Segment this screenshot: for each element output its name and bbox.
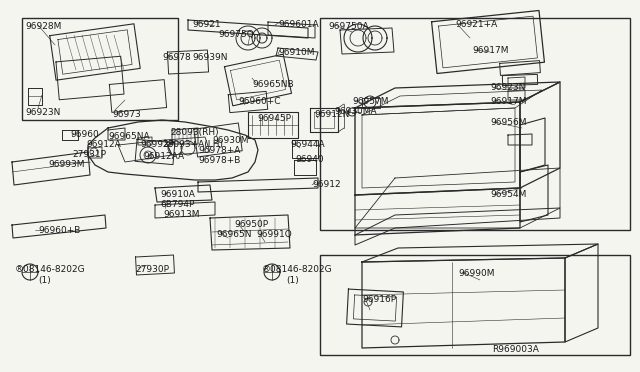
- Text: (1): (1): [38, 276, 51, 285]
- Text: 96945P: 96945P: [257, 114, 291, 123]
- Text: 96912N: 96912N: [314, 110, 349, 119]
- Text: 96944A: 96944A: [290, 140, 324, 149]
- Text: 969750A: 969750A: [328, 22, 369, 31]
- Text: 28093+A(LH): 28093+A(LH): [162, 140, 223, 149]
- Text: ®08146-8202G: ®08146-8202G: [15, 265, 86, 274]
- Text: 28093(RH): 28093(RH): [170, 128, 219, 137]
- Text: 96978: 96978: [162, 53, 191, 62]
- Text: 96923N: 96923N: [25, 108, 60, 117]
- Text: 96921: 96921: [192, 20, 221, 29]
- Text: 96912A: 96912A: [86, 140, 121, 149]
- Bar: [22, 18, 178, 120]
- Text: 96940: 96940: [295, 155, 324, 164]
- Text: 96912: 96912: [312, 180, 340, 189]
- Bar: [320, 18, 630, 230]
- Text: 96930MA: 96930MA: [334, 107, 376, 116]
- Text: 96921+A: 96921+A: [455, 20, 497, 29]
- Text: 27930P: 27930P: [135, 265, 169, 274]
- Text: 96917M: 96917M: [490, 97, 527, 106]
- Text: 96928M: 96928M: [25, 22, 61, 31]
- Text: 96960+B: 96960+B: [38, 226, 81, 235]
- Text: 96910M: 96910M: [278, 48, 314, 57]
- Text: 96992P: 96992P: [140, 140, 174, 149]
- Text: 96973: 96973: [112, 110, 141, 119]
- Text: 96965NB: 96965NB: [252, 80, 294, 89]
- Bar: [320, 255, 630, 355]
- Text: 96991Q: 96991Q: [256, 230, 292, 239]
- Text: 27931P: 27931P: [72, 150, 106, 159]
- Text: 96950P: 96950P: [234, 220, 268, 229]
- Text: 96910A: 96910A: [160, 190, 195, 199]
- Text: 96923N: 96923N: [490, 83, 525, 92]
- Text: 96975Q: 96975Q: [218, 30, 253, 39]
- Text: 96916P: 96916P: [362, 295, 396, 304]
- Text: 96978+B: 96978+B: [198, 156, 241, 165]
- Text: ®08146-8202G: ®08146-8202G: [262, 265, 333, 274]
- Text: 96990M: 96990M: [458, 269, 495, 278]
- Text: (1): (1): [286, 276, 299, 285]
- Text: 96960: 96960: [70, 130, 99, 139]
- Text: 96912AA: 96912AA: [143, 152, 184, 161]
- Text: 96930M: 96930M: [212, 136, 248, 145]
- Text: R969003A: R969003A: [492, 345, 539, 354]
- Text: 96954M: 96954M: [490, 190, 526, 199]
- Text: 96913M: 96913M: [163, 210, 200, 219]
- Text: 96957M: 96957M: [352, 97, 388, 106]
- Text: 96960+C: 96960+C: [238, 97, 280, 106]
- Text: 96978+A: 96978+A: [198, 146, 241, 155]
- Text: 96993M: 96993M: [48, 160, 84, 169]
- Text: 96965N: 96965N: [216, 230, 252, 239]
- Text: 96965NA: 96965NA: [108, 132, 150, 141]
- Text: 6B794P: 6B794P: [160, 200, 195, 209]
- Text: 96917M: 96917M: [472, 46, 509, 55]
- Text: 969601A: 969601A: [278, 20, 319, 29]
- Text: 96956M: 96956M: [490, 118, 527, 127]
- Text: 96939N: 96939N: [192, 53, 227, 62]
